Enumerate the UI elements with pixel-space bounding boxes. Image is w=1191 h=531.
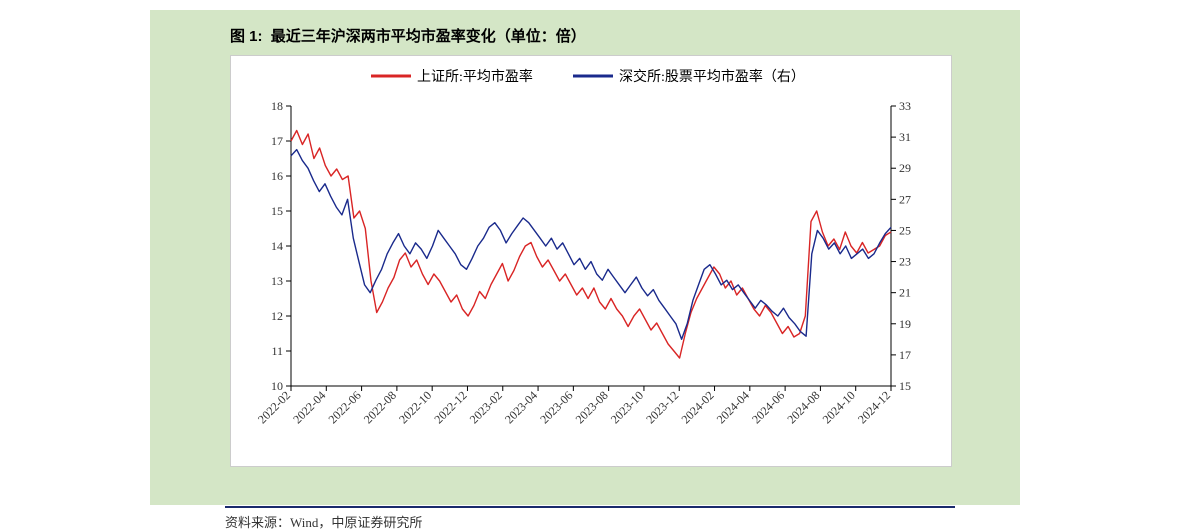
chart-title: 图 1: 最近三年沪深两市平均市盈率变化（单位：倍） bbox=[230, 25, 930, 46]
figure-title-text: 最近三年沪深两市平均市盈率变化（单位：倍） bbox=[271, 28, 586, 45]
footer-divider bbox=[225, 506, 955, 508]
svg-text:2022-02: 2022-02 bbox=[255, 388, 293, 426]
footer-source: 资料来源：Wind，中原证券研究所 bbox=[225, 512, 422, 531]
svg-text:16: 16 bbox=[271, 169, 283, 183]
svg-text:19: 19 bbox=[899, 317, 911, 331]
svg-text:29: 29 bbox=[899, 161, 911, 175]
svg-text:2023-04: 2023-04 bbox=[502, 388, 540, 426]
svg-text:2024-10: 2024-10 bbox=[820, 388, 858, 426]
svg-text:31: 31 bbox=[899, 130, 911, 144]
svg-text:33: 33 bbox=[899, 99, 911, 113]
svg-text:2023-12: 2023-12 bbox=[643, 388, 681, 426]
svg-text:13: 13 bbox=[271, 274, 283, 288]
line-chart-svg: 上证所:平均市盈率深交所:股票平均市盈率（右）10111213141516171… bbox=[231, 56, 951, 466]
svg-text:2024-08: 2024-08 bbox=[784, 388, 822, 426]
svg-text:2024-04: 2024-04 bbox=[714, 388, 752, 426]
svg-text:上证所:平均市盈率: 上证所:平均市盈率 bbox=[417, 68, 533, 85]
svg-text:17: 17 bbox=[271, 134, 283, 148]
svg-text:2022-08: 2022-08 bbox=[361, 388, 399, 426]
svg-text:2023-06: 2023-06 bbox=[537, 388, 575, 426]
chart-panel: 图 1: 最近三年沪深两市平均市盈率变化（单位：倍） 上证所:平均市盈率 深交所:… bbox=[150, 10, 1020, 505]
figure-number: 图 1: bbox=[230, 28, 263, 45]
svg-text:2022-04: 2022-04 bbox=[290, 388, 328, 426]
svg-text:深交所:股票平均市盈率（右）: 深交所:股票平均市盈率（右） bbox=[619, 68, 805, 85]
svg-text:18: 18 bbox=[271, 99, 283, 113]
svg-text:27: 27 bbox=[899, 192, 911, 206]
svg-text:2022-06: 2022-06 bbox=[326, 388, 364, 426]
svg-text:11: 11 bbox=[271, 344, 283, 358]
svg-text:17: 17 bbox=[899, 348, 911, 362]
svg-text:25: 25 bbox=[899, 223, 911, 237]
svg-text:15: 15 bbox=[271, 204, 283, 218]
svg-text:2022-12: 2022-12 bbox=[431, 388, 469, 426]
svg-text:2022-10: 2022-10 bbox=[396, 388, 434, 426]
svg-text:12: 12 bbox=[271, 309, 283, 323]
svg-text:21: 21 bbox=[899, 286, 911, 300]
svg-text:2024-06: 2024-06 bbox=[749, 388, 787, 426]
svg-text:15: 15 bbox=[899, 379, 911, 393]
chart-area: 上证所:平均市盈率深交所:股票平均市盈率（右）10111213141516171… bbox=[230, 55, 952, 467]
svg-text:2024-12: 2024-12 bbox=[855, 388, 893, 426]
svg-text:2024-02: 2024-02 bbox=[678, 388, 716, 426]
svg-text:2023-08: 2023-08 bbox=[573, 388, 611, 426]
svg-text:23: 23 bbox=[899, 255, 911, 269]
svg-text:2023-10: 2023-10 bbox=[608, 388, 646, 426]
svg-text:14: 14 bbox=[271, 239, 283, 253]
svg-text:2023-02: 2023-02 bbox=[467, 388, 505, 426]
